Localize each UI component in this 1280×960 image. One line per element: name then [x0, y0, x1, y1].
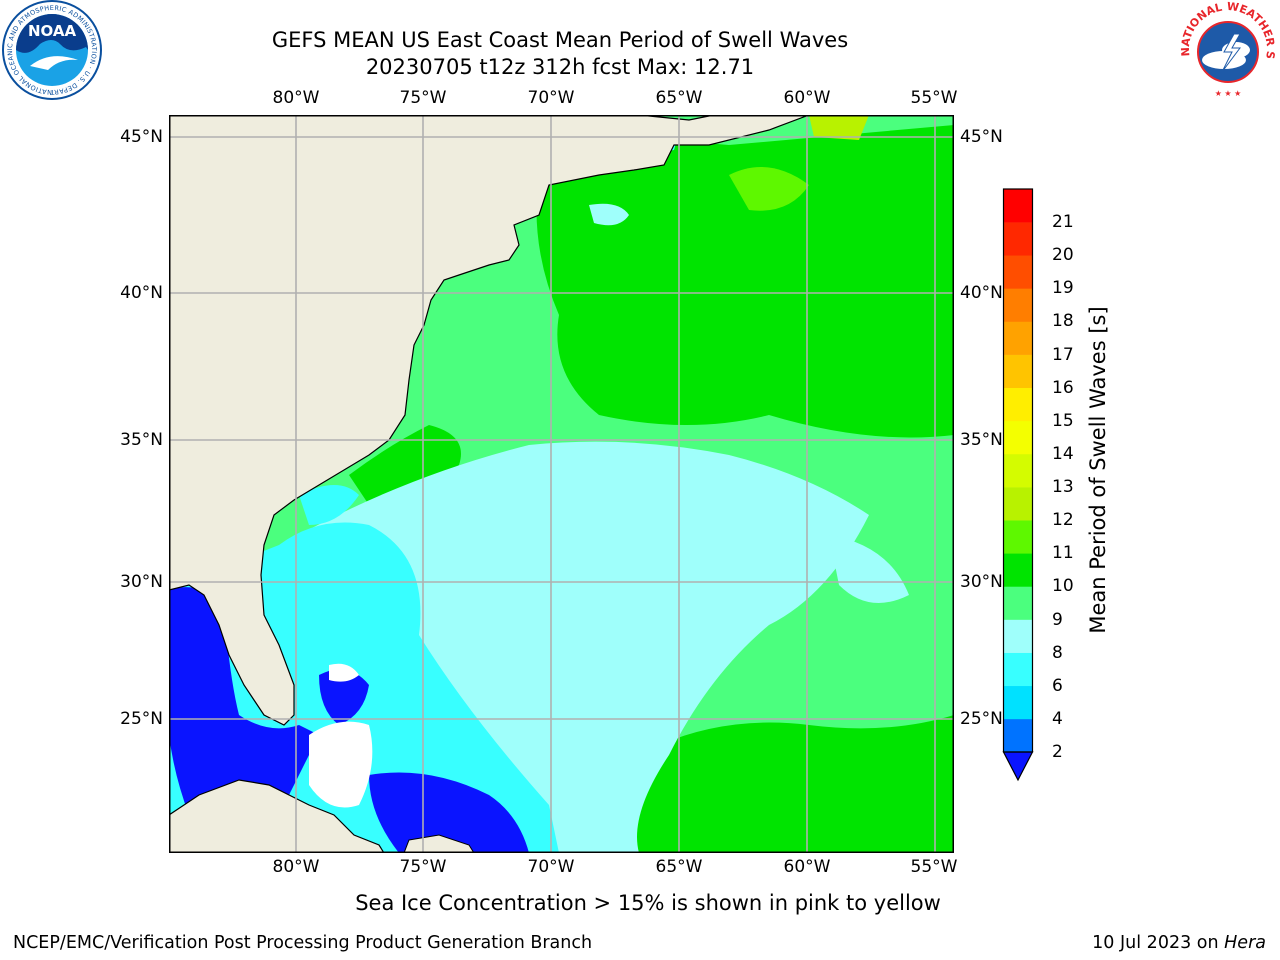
lon-tick-top: 70°W	[527, 88, 575, 108]
lon-tick-top: 60°W	[783, 88, 831, 108]
footer-date-text: 10 Jul 2023 on	[1092, 933, 1225, 953]
colorbar-tick-label: 18	[1052, 311, 1074, 332]
colorbar-tick-label: 17	[1052, 344, 1074, 365]
no-data-area	[309, 721, 373, 808]
svg-text:★ ★ ★: ★ ★ ★	[1215, 89, 1242, 98]
colorbar-band	[1003, 586, 1033, 620]
lat-tick-left: 45°N	[120, 127, 163, 147]
lon-tick-bottom: 70°W	[527, 857, 575, 877]
lat-tick-right: 45°N	[960, 127, 1003, 147]
colorbar-tick-label: 4	[1052, 708, 1063, 729]
lat-tick-right: 25°N	[960, 709, 1003, 729]
colorbar-tick-label: 10	[1052, 576, 1074, 597]
lat-tick-left: 35°N	[120, 430, 163, 450]
lon-tick-bottom: 65°W	[655, 857, 703, 877]
lat-tick-left: 40°N	[120, 283, 163, 303]
colorbar	[1002, 188, 1034, 782]
colorbar-band	[1003, 553, 1033, 587]
colorbar-tick-label: 16	[1052, 377, 1074, 398]
colorbar-band	[1003, 619, 1033, 653]
graticule	[169, 115, 954, 853]
footer-date: 10 Jul 2023 on Hera	[1092, 932, 1266, 954]
lon-tick-top: 55°W	[910, 88, 958, 108]
colorbar-tick-label: 15	[1052, 410, 1074, 431]
lon-tick-bottom: 60°W	[783, 857, 831, 877]
colorbar-band	[1003, 718, 1033, 753]
colorbar-band	[1003, 189, 1033, 223]
swell-period-map	[169, 115, 954, 853]
lon-tick-bottom: 75°W	[399, 857, 447, 877]
colorbar-band	[1003, 685, 1033, 720]
colorbar-tick-label: 19	[1052, 278, 1074, 299]
noaa-logo-icon: NATIONAL OCEANIC AND ATMOSPHERIC ADMINIS…	[0, 0, 102, 100]
colorbar-tick-label: 13	[1052, 477, 1074, 498]
lon-tick-top: 80°W	[272, 88, 320, 108]
colorbar-tick-label: 20	[1052, 245, 1074, 266]
colorbar-tick-label: 11	[1052, 543, 1074, 564]
colorbar-band	[1003, 387, 1033, 422]
colorbar-band	[1003, 487, 1033, 521]
colorbar-tick-label: 6	[1052, 675, 1063, 696]
colorbar-title: Mean Period of Swell Waves [s]	[1086, 306, 1110, 634]
colorbar-band	[1003, 321, 1033, 355]
footer-machine: Hera	[1224, 933, 1266, 953]
map-frame	[169, 115, 954, 853]
colorbar-band	[1003, 453, 1033, 488]
swell-zone-10-11s	[536, 125, 954, 438]
lon-tick-top: 65°W	[655, 88, 703, 108]
lat-tick-right: 40°N	[960, 283, 1003, 303]
lon-tick-top: 75°W	[399, 88, 447, 108]
colorbar-tick-label: 21	[1052, 212, 1074, 233]
noaa-logo-text: NOAA	[28, 22, 77, 40]
colorbar-band	[1003, 420, 1033, 455]
colorbar-band	[1003, 520, 1033, 554]
cuba-land	[169, 779, 385, 853]
footer-branch: NCEP/EMC/Verification Post Processing Pr…	[13, 933, 593, 953]
colorbar-tick-label: 14	[1052, 443, 1074, 464]
colorbar-extend-triangle	[1002, 751, 1034, 782]
swell-zone-2-4s	[169, 587, 319, 825]
map-title: GEFS MEAN US East Coast Mean Period of S…	[271, 28, 849, 52]
colorbar-band	[1003, 354, 1033, 389]
lat-tick-left: 25°N	[120, 709, 163, 729]
lat-tick-right: 30°N	[960, 572, 1003, 592]
sea-ice-note: Sea Ice Concentration > 15% is shown in …	[355, 891, 941, 915]
colorbar-band	[1003, 288, 1033, 322]
colorbar-tick-label: 9	[1052, 609, 1063, 630]
land-mass	[169, 115, 810, 726]
colorbar-band	[1003, 255, 1033, 289]
map-subtitle: 20230705 t12z 312h fcst Max: 12.71	[365, 55, 755, 79]
lon-tick-bottom: 55°W	[910, 857, 958, 877]
colorbar-tick-label: 8	[1052, 642, 1063, 663]
colorbar-band	[1003, 652, 1033, 687]
colorbar-tick-label: 12	[1052, 510, 1074, 531]
lat-tick-right: 35°N	[960, 430, 1003, 450]
colorbar-band	[1003, 222, 1033, 256]
lat-tick-left: 30°N	[120, 572, 163, 592]
nws-logo-icon: NATIONAL WEATHER SERVICE ★ ★ ★	[1176, 0, 1277, 98]
colorbar-tick-label: 2	[1052, 742, 1063, 762]
lon-tick-bottom: 80°W	[272, 857, 320, 877]
